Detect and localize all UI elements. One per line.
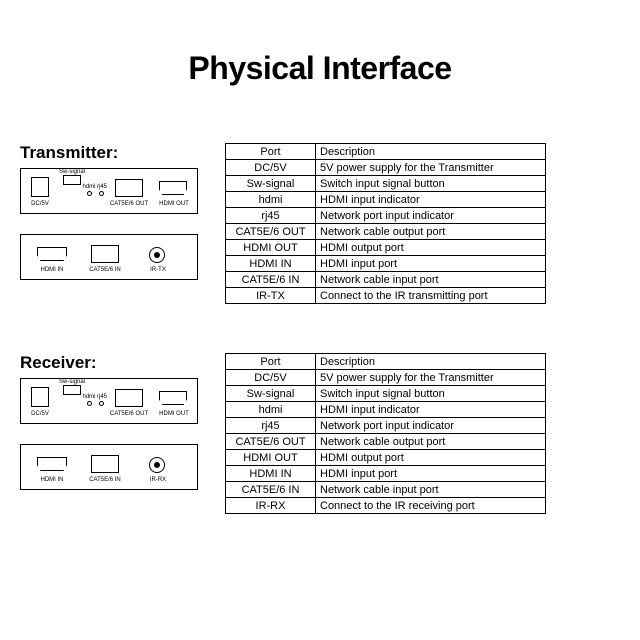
table-row: rj45Network port input indicator xyxy=(226,208,546,224)
receiver-table: PortDescription DC/5V5V power supply for… xyxy=(225,353,546,514)
receiver-heading: Receiver: xyxy=(20,353,97,373)
table-row: CAT5E/6 INNetwork cable input port xyxy=(226,482,546,498)
page-title: Physical Interface xyxy=(0,50,640,87)
table-row: CAT5E/6 INNetwork cable input port xyxy=(226,272,546,288)
receiver-back-diagram: HDMI IN CAT5E/6 IN IR-RX xyxy=(20,444,198,490)
table-row: hdmiHDMI input indicator xyxy=(226,402,546,418)
table-row: HDMI INHDMI input port xyxy=(226,466,546,482)
table-row: DC/5V5V power supply for the Transmitter xyxy=(226,160,546,176)
table-row: hdmiHDMI input indicator xyxy=(226,192,546,208)
table-row: IR-RXConnect to the IR receiving port xyxy=(226,498,546,514)
table-header-row: PortDescription xyxy=(226,144,546,160)
table-row: Sw-signalSwitch input signal button xyxy=(226,176,546,192)
table-header-row: PortDescription xyxy=(226,354,546,370)
table-row: IR-TXConnect to the IR transmitting port xyxy=(226,288,546,304)
table-row: HDMI OUTHDMI output port xyxy=(226,240,546,256)
transmitter-heading: Transmitter: xyxy=(20,143,118,163)
transmitter-table: PortDescription DC/5V5V power supply for… xyxy=(225,143,546,304)
receiver-front-diagram: DC/5V Sw-signal hdmi rj45 CAT5E/6 OUT HD… xyxy=(20,378,198,424)
table-row: rj45Network port input indicator xyxy=(226,418,546,434)
table-row: Sw-signalSwitch input signal button xyxy=(226,386,546,402)
table-row: CAT5E/6 OUTNetwork cable output port xyxy=(226,434,546,450)
transmitter-front-diagram: DC/5V Sw-signal hdmi rj45 CAT5E/6 OUT HD… xyxy=(20,168,198,214)
table-row: CAT5E/6 OUTNetwork cable output port xyxy=(226,224,546,240)
transmitter-back-diagram: HDMI IN CAT5E/6 IN IR-TX xyxy=(20,234,198,280)
table-row: DC/5V5V power supply for the Transmitter xyxy=(226,370,546,386)
table-row: HDMI OUTHDMI output port xyxy=(226,450,546,466)
table-row: HDMI INHDMI input port xyxy=(226,256,546,272)
